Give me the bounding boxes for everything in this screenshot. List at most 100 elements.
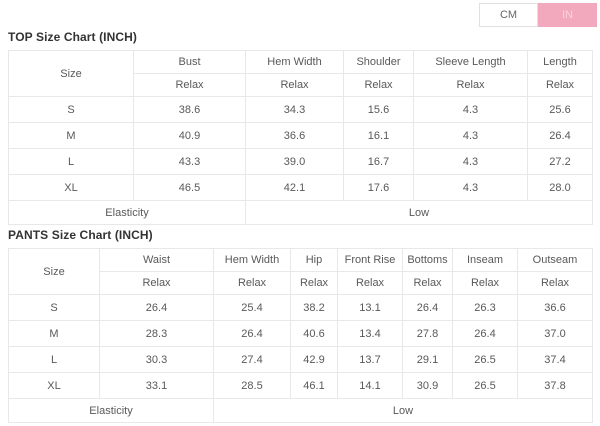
fit-subheader: Relax <box>517 271 593 295</box>
measurement-value: 4.3 <box>413 122 528 149</box>
measurement-value: 27.4 <box>213 346 291 373</box>
measurement-value: 40.9 <box>133 122 246 149</box>
measurement-value: 30.9 <box>402 372 453 399</box>
elasticity-value: Low <box>213 398 593 423</box>
measurement-value: 13.7 <box>337 346 403 373</box>
measurement-value: 40.6 <box>290 320 338 347</box>
size-row: L 43.3 39.0 16.7 4.3 27.2 <box>8 148 593 175</box>
fit-subheader: Relax <box>413 73 528 97</box>
measurement-value: 14.1 <box>337 372 403 399</box>
size-label: XL <box>8 174 134 201</box>
fit-subheader: Relax <box>452 271 518 295</box>
measurement-value: 13.1 <box>337 294 403 321</box>
fit-subheader: Relax <box>213 271 291 295</box>
measurement-value: 16.1 <box>343 122 414 149</box>
column-header: Shoulder <box>343 50 414 74</box>
measurement-value: 4.3 <box>413 96 528 123</box>
column-header: Front Rise <box>337 248 403 272</box>
fit-subheader: Relax <box>343 73 414 97</box>
measurement-value: 43.3 <box>133 148 246 175</box>
measurement-value: 13.4 <box>337 320 403 347</box>
size-label: L <box>8 148 134 175</box>
measurement-value: 42.1 <box>245 174 344 201</box>
measurement-value: 36.6 <box>517 294 593 321</box>
column-header: Length <box>527 50 593 74</box>
measurement-value: 26.5 <box>452 346 518 373</box>
measurement-value: 37.0 <box>517 320 593 347</box>
measurement-value: 26.4 <box>452 320 518 347</box>
size-column-header: Size <box>8 50 134 97</box>
size-label: S <box>8 96 134 123</box>
size-row: L 30.3 27.4 42.9 13.7 29.1 26.5 37.4 <box>8 346 593 373</box>
measurement-value: 46.5 <box>133 174 246 201</box>
measurement-value: 38.2 <box>290 294 338 321</box>
measurement-value: 16.7 <box>343 148 414 175</box>
measurement-value: 26.4 <box>402 294 453 321</box>
column-header: Bottoms <box>402 248 453 272</box>
elasticity-row: Elasticity Low <box>8 200 593 225</box>
measurement-value: 29.1 <box>402 346 453 373</box>
measurement-value: 37.4 <box>517 346 593 373</box>
size-label: L <box>8 346 100 373</box>
unit-toggle: CM IN <box>0 0 600 27</box>
size-row: XL 33.1 28.5 46.1 14.1 30.9 26.5 37.8 <box>8 372 593 399</box>
fit-subheader: Relax <box>133 73 246 97</box>
fit-subheader: Relax <box>337 271 403 295</box>
top-chart-title: TOP Size Chart (INCH) <box>8 30 138 44</box>
elasticity-value: Low <box>245 200 593 225</box>
measurement-value: 25.6 <box>527 96 593 123</box>
measurement-value: 27.8 <box>402 320 453 347</box>
in-button[interactable]: IN <box>538 3 597 27</box>
measurement-value: 39.0 <box>245 148 344 175</box>
fit-subheader: Relax <box>290 271 338 295</box>
measurement-value: 17.6 <box>343 174 414 201</box>
measurement-value: 4.3 <box>413 148 528 175</box>
fit-subheader: Relax <box>99 271 214 295</box>
measurement-value: 26.4 <box>527 122 593 149</box>
measurement-value: 28.0 <box>527 174 593 201</box>
size-label: S <box>8 294 100 321</box>
measurement-value: 25.4 <box>213 294 291 321</box>
size-row: M 28.3 26.4 40.6 13.4 27.8 26.4 37.0 <box>8 320 593 347</box>
measurement-value: 28.5 <box>213 372 291 399</box>
top-size-table: Size Bust Hem Width Shoulder Sleeve Length Le… <box>8 50 593 225</box>
measurement-value: 26.3 <box>452 294 518 321</box>
column-header: Waist <box>99 248 214 272</box>
measurement-value: 37.8 <box>517 372 593 399</box>
measurement-value: 38.6 <box>133 96 246 123</box>
measurement-value: 30.3 <box>99 346 214 373</box>
measurement-value: 34.3 <box>245 96 344 123</box>
column-header: Bust <box>133 50 246 74</box>
fit-subheader: Relax <box>245 73 344 97</box>
elasticity-row: Elasticity Low <box>8 398 593 423</box>
measurement-value: 26.5 <box>452 372 518 399</box>
elasticity-label: Elasticity <box>8 398 214 423</box>
pants-chart-title: PANTS Size Chart (INCH) <box>8 228 153 242</box>
column-header: Inseam <box>452 248 518 272</box>
cm-button[interactable]: CM <box>479 3 538 27</box>
elasticity-label: Elasticity <box>8 200 246 225</box>
measurement-value: 27.2 <box>527 148 593 175</box>
measurement-value: 42.9 <box>290 346 338 373</box>
fit-subheader: Relax <box>527 73 593 97</box>
column-header: Hem Width <box>213 248 291 272</box>
measurement-value: 33.1 <box>99 372 214 399</box>
column-header: Outseam <box>517 248 593 272</box>
measurement-value: 36.6 <box>245 122 344 149</box>
size-column-header: Size <box>8 248 100 295</box>
size-row: S 38.6 34.3 15.6 4.3 25.6 <box>8 96 593 123</box>
size-row: XL 46.5 42.1 17.6 4.3 28.0 <box>8 174 593 201</box>
measurement-value: 4.3 <box>413 174 528 201</box>
size-row: S 26.4 25.4 38.2 13.1 26.4 26.3 36.6 <box>8 294 593 321</box>
fit-subheader: Relax <box>402 271 453 295</box>
column-header: Hip <box>290 248 338 272</box>
measurement-value: 26.4 <box>99 294 214 321</box>
size-label: M <box>8 122 134 149</box>
measurement-value: 15.6 <box>343 96 414 123</box>
measurement-value: 28.3 <box>99 320 214 347</box>
column-header: Hem Width <box>245 50 344 74</box>
size-row: M 40.9 36.6 16.1 4.3 26.4 <box>8 122 593 149</box>
measurement-value: 46.1 <box>290 372 338 399</box>
column-header: Sleeve Length <box>413 50 528 74</box>
